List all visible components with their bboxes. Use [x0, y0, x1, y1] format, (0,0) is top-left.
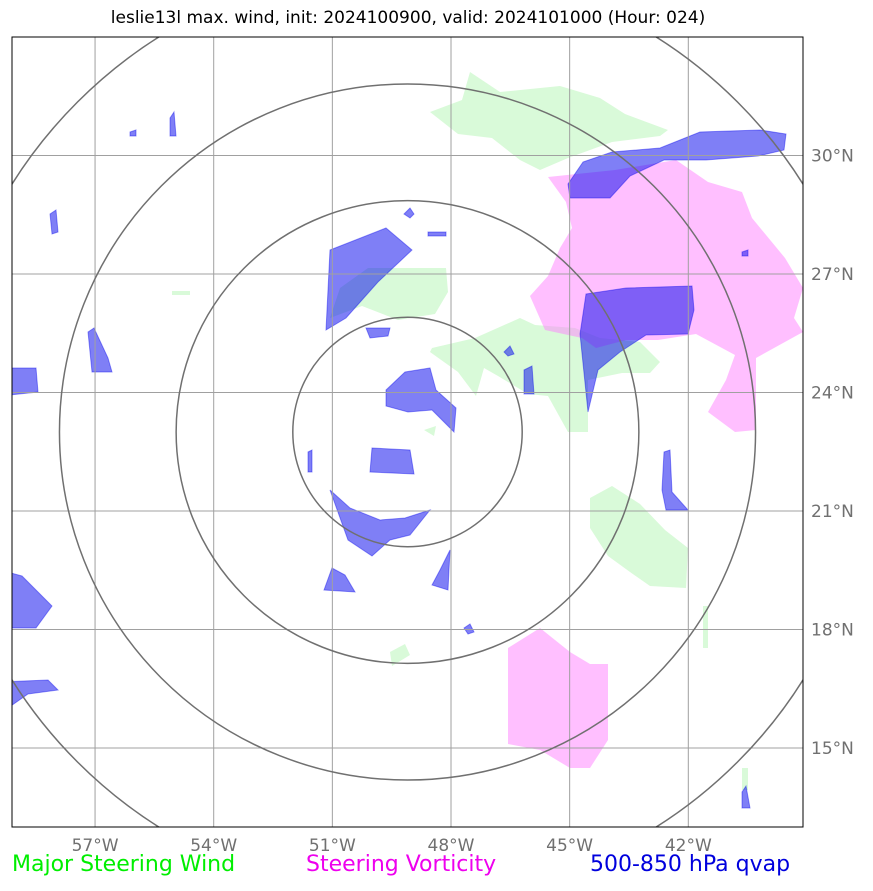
- qvap-area-east-sliver: [661, 449, 690, 511]
- wind-area-sliver-2: [742, 768, 748, 790]
- lat-tick-label: 24°N: [811, 384, 854, 404]
- lon-tick-label: 54°W: [190, 836, 237, 856]
- map-title: leslie13l max. wind, init: 2024100900, v…: [110, 8, 706, 28]
- legend-steering-wind: Major Steering Wind: [12, 852, 236, 877]
- qvap-area-small-1: [365, 327, 391, 339]
- lat-tick-label: 30°N: [811, 147, 854, 167]
- lat-lon-grid: [12, 37, 803, 827]
- qvap-area-west: [87, 327, 113, 373]
- wind-area-small-2: [424, 426, 436, 436]
- qvap-area-south-arc: [329, 489, 432, 557]
- legend-qvap: 500-850 hPa qvap: [590, 852, 791, 877]
- lat-tick-label: 27°N: [811, 265, 854, 285]
- range-ring: [292, 316, 523, 548]
- qvap-area-small-11: [427, 231, 447, 237]
- qvap-layer: [12, 110, 787, 809]
- qvap-area-small-4: [169, 110, 177, 137]
- lat-tick-label: 18°N: [811, 621, 854, 641]
- lon-tick-label: 42°W: [665, 836, 712, 856]
- qvap-area-small-5: [49, 209, 59, 235]
- wind-area-sliver-1: [703, 606, 708, 648]
- range-ring: [175, 199, 640, 665]
- axis-tick-labels: 57°W 54°W 51°W 48°W 45°W 42°W 30°N 27°N 24°N 21°N…: [72, 147, 854, 857]
- qvap-area-small-10: [307, 449, 313, 473]
- qvap-area-small-3: [503, 345, 515, 357]
- qvap-area-south-sliver: [431, 549, 451, 591]
- lat-tick-label: 15°N: [811, 739, 854, 759]
- qvap-area-west-edge-2: [12, 572, 53, 629]
- lat-tick-label: 21°N: [811, 502, 854, 522]
- vorticity-area-south: [508, 628, 608, 768]
- plot-frame: [11, 36, 804, 828]
- qvap-area-mid-small: [523, 365, 535, 395]
- range-ring: [58, 83, 757, 781]
- wind-area-small: [172, 291, 190, 295]
- qvap-area-south-small: [323, 567, 356, 593]
- lon-tick-label: 48°W: [428, 836, 475, 856]
- wind-area-north: [430, 72, 668, 170]
- qvap-area-west-edge-1: [12, 367, 39, 396]
- lon-tick-label: 57°W: [72, 836, 119, 856]
- legend-steering-vorticity: Steering Vorticity: [306, 852, 497, 877]
- lon-tick-label: 51°W: [309, 836, 356, 856]
- qvap-area-small-2: [403, 207, 415, 219]
- qvap-area-north-central: [325, 227, 413, 331]
- qvap-area-small-7: [741, 249, 749, 257]
- qvap-area-small-6: [129, 129, 137, 137]
- wind-area-south: [390, 644, 410, 666]
- qvap-area-west-edge-3: [12, 679, 60, 706]
- qvap-area-small-8: [741, 784, 751, 809]
- qvap-area-center-small: [369, 447, 415, 475]
- qvap-area-center: [385, 367, 457, 434]
- lon-tick-label: 45°W: [546, 836, 593, 856]
